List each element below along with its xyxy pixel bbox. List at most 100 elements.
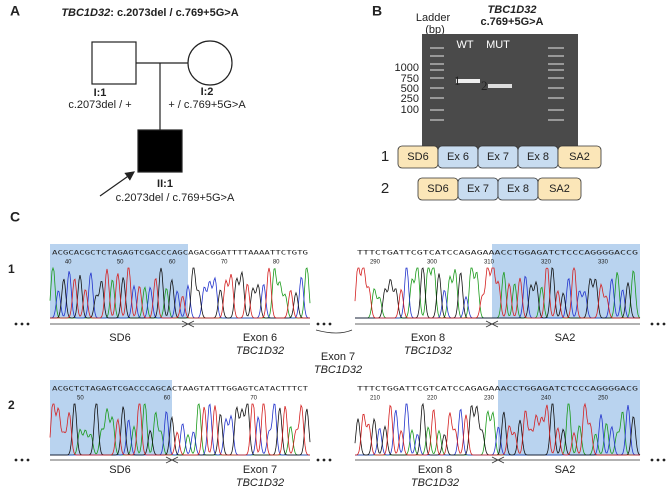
exon-label: Ex 7 (467, 183, 489, 195)
ellipsis-dot (322, 458, 326, 462)
trace (355, 402, 640, 456)
isoforms: 1 SD6 Ex 6 Ex 7 Ex 8 SA2 2 SD6 Ex 7 Ex 8 SA2 (381, 145, 602, 201)
position-tick: 240 (541, 396, 552, 402)
band-label: 2 (481, 78, 488, 93)
trace (50, 403, 311, 456)
pedigree (91, 40, 233, 197)
panel-label: B (372, 3, 382, 19)
trace (354, 266, 640, 319)
genotype: c.2073del / + (68, 99, 131, 111)
lane-label: MUT (486, 39, 510, 51)
sequence: TTTCTGATTCGTCATCCAGAGAAACCTGGAGATCTCCCAG… (357, 250, 639, 257)
variant: c.769+5G>A (481, 16, 544, 28)
ellipsis-dot (20, 322, 24, 326)
panel-label: A (10, 3, 20, 19)
row-label: 2 (8, 398, 15, 412)
exon-label: SA2 (569, 151, 590, 163)
ellipsis-dot (26, 322, 30, 326)
ladder-unit: (bp) (425, 24, 445, 36)
ellipsis-dot (316, 322, 320, 326)
exon-box (537, 177, 582, 201)
title-rest: : c.2073del / c.769+5G>A (110, 7, 238, 19)
individual-id: II:1 (157, 178, 173, 190)
ellipsis-dot (650, 322, 654, 326)
isoform-label: 1 (381, 148, 389, 165)
position-tick: 250 (598, 396, 609, 402)
panel-a-title: TBC1D32: c.2073del / c.769+5G>A (61, 7, 238, 19)
exon-box (557, 145, 602, 169)
ellipsis-dot (14, 322, 18, 326)
highlight (498, 380, 640, 455)
position-tick: 310 (484, 260, 495, 266)
chromatograms: 1 ACGCACGCTCTAGAGTCGACCCAGCAGACGGATTTTAAA… (8, 244, 666, 489)
position-tick: 330 (598, 260, 609, 266)
ladder-size: 100 (401, 104, 419, 116)
region-name: SA2 (555, 332, 576, 344)
region-name: SD6 (109, 332, 130, 344)
position-tick: 50 (77, 396, 84, 402)
position-tick: 220 (427, 396, 438, 402)
gel (422, 34, 578, 164)
gene: TBC1D32 (61, 7, 110, 19)
exon-label: Ex 8 (527, 151, 549, 163)
trace (50, 267, 310, 319)
exon-label: Ex 7 (487, 151, 509, 163)
individual-id: I:1 (94, 87, 107, 99)
ladder-size: 250 (401, 93, 419, 105)
region-name: Exon 8 (411, 332, 445, 344)
position-tick: 320 (541, 260, 552, 266)
band-label: 1 (454, 73, 461, 88)
ellipsis-dot (322, 322, 326, 326)
ladder-size: 750 (401, 73, 419, 85)
boundary (181, 320, 195, 328)
exon-label: SD6 (407, 151, 428, 163)
boundary (491, 456, 505, 464)
lane-label: WT (456, 39, 473, 51)
ladder-size: 1000 (395, 62, 419, 74)
ellipsis-dot (316, 458, 320, 462)
individual-id: I:2 (201, 86, 214, 98)
ellipsis-dot (656, 458, 660, 462)
row-label: 1 (8, 262, 15, 276)
ellipsis-dot (20, 458, 24, 462)
position-tick: 70 (221, 260, 228, 266)
exon-label: SA2 (549, 183, 570, 195)
region-gene: TBC1D32 (411, 477, 459, 489)
ladder-size: 500 (401, 83, 419, 95)
position-tick: 60 (169, 260, 176, 266)
sequence: ACGCTCTAGAGTCGACCCAGCACTAAGTATTTGGAGTCAT… (52, 386, 309, 393)
region-name: Exon 8 (418, 464, 452, 476)
genotype: c.2073del / c.769+5G>A (116, 192, 235, 204)
region-name: SD6 (109, 464, 130, 476)
gene: TBC1D32 (488, 4, 537, 16)
trace (49, 403, 310, 456)
region-gene: TBC1D32 (404, 345, 452, 357)
region-name: SA2 (555, 464, 576, 476)
ladder-title: Ladder (416, 12, 451, 24)
position-tick: 300 (427, 260, 438, 266)
position-tick: 80 (273, 260, 280, 266)
position-tick: 50 (117, 260, 124, 266)
position-tick: 60 (164, 396, 171, 402)
region-gene: TBC1D32 (236, 345, 284, 357)
isoform-label: 2 (381, 180, 389, 197)
position-tick: 40 (65, 260, 72, 266)
region-name: Exon 7 (243, 464, 277, 476)
sequence: ACGCACGCTCTAGAGTCGACCCAGCAGACGGATTTTAAAA… (52, 250, 309, 257)
position-tick: 290 (370, 260, 381, 266)
ellipsis-dot (14, 458, 18, 462)
genotype: + / c.769+5G>A (168, 99, 246, 111)
ellipsis-dot (328, 458, 332, 462)
region-name: Exon 6 (243, 332, 277, 344)
ellipsis-dot (662, 458, 666, 462)
ellipsis-dot (650, 458, 654, 462)
ellipsis-dot (328, 322, 332, 326)
region-gene: TBC1D32 (314, 364, 362, 376)
exon-label: Ex 6 (447, 151, 469, 163)
position-tick: 230 (484, 396, 495, 402)
position-tick: 70 (250, 396, 257, 402)
exon-label: Ex 8 (507, 183, 529, 195)
boundary (165, 456, 179, 464)
